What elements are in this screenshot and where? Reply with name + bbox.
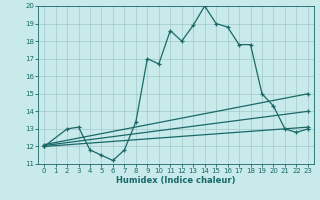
X-axis label: Humidex (Indice chaleur): Humidex (Indice chaleur) — [116, 176, 236, 185]
